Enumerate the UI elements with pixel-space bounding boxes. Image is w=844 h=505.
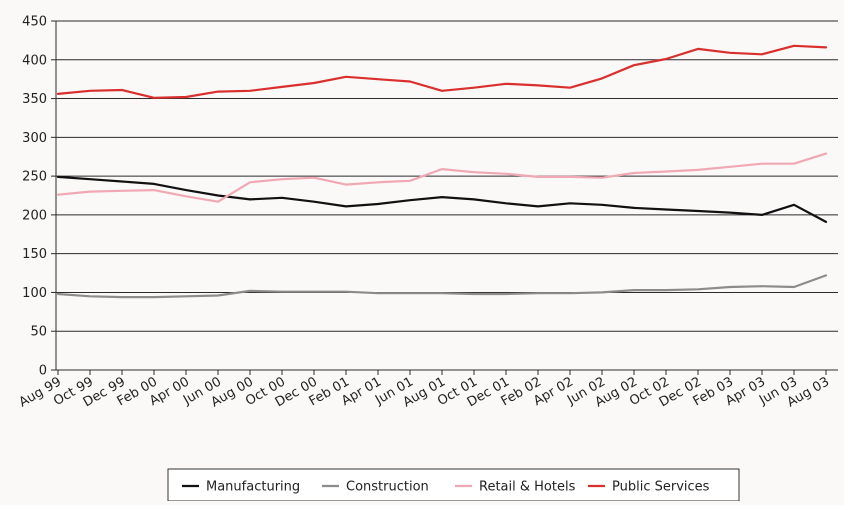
legend-label: Manufacturing — [206, 480, 300, 495]
y-tick-label: 400 — [22, 53, 47, 68]
y-tick-label: 250 — [22, 170, 47, 185]
y-tick-label: 350 — [22, 92, 47, 107]
y-tick-label: 200 — [22, 208, 47, 223]
legend-label: Retail & Hotels — [479, 480, 576, 495]
series-line-construction — [56, 274, 828, 299]
y-tick-label: 0 — [39, 364, 47, 379]
y-tick-labels: 0 50 100 150 200 250 300 350 400 450 — [22, 15, 47, 379]
y-tick-label: 50 — [30, 325, 47, 340]
axes — [51, 20, 827, 375]
legend-box — [167, 468, 740, 502]
y-tick-label: 150 — [22, 247, 47, 262]
y-tick-label: 450 — [22, 15, 47, 30]
y-tick-label: 100 — [22, 286, 47, 301]
y-tick-label: 300 — [22, 131, 47, 146]
series-line-manufacturing — [56, 175, 828, 223]
series-lines — [56, 44, 828, 299]
legend-label: Public Services — [612, 480, 710, 495]
series-line-retail-hotels — [56, 152, 828, 203]
series-line-public-services — [56, 44, 828, 99]
gridlines — [56, 20, 838, 371]
legend-label: Construction — [346, 480, 429, 495]
legend: Manufacturing Construction Retail & Hotels… — [167, 468, 740, 502]
